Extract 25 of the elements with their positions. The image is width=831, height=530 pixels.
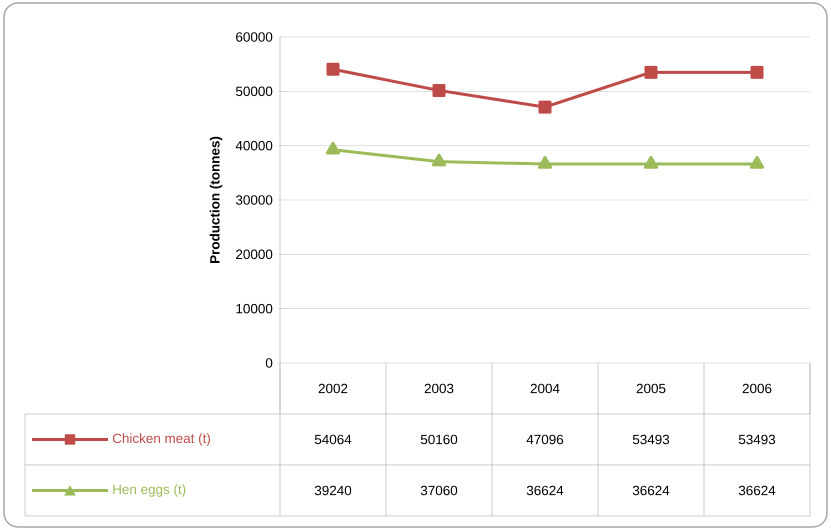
data-label: 39240	[314, 486, 352, 496]
y-tick-label: 30000	[236, 195, 272, 205]
x-tick-label: 2004	[530, 384, 560, 394]
x-tick-label: 2003	[424, 384, 454, 394]
data-label: 36624	[738, 486, 776, 496]
data-label: 36624	[526, 486, 564, 496]
data-label: 50160	[420, 434, 458, 444]
x-tick-label: 2005	[636, 384, 666, 394]
text: Chicken meat (t)	[112, 433, 210, 446]
y-tick-label: 60000	[236, 32, 272, 42]
y-tick-label: 50000	[236, 86, 272, 96]
data-label: 47096	[526, 434, 564, 444]
x-tick-label: 2002	[318, 384, 348, 394]
data-label: 53493	[632, 434, 670, 444]
y-tick-label: 10000	[236, 304, 272, 314]
x-tick-label: 2006	[742, 384, 772, 394]
data-label: 36624	[632, 486, 670, 496]
y-axis-title: Production (tonnes)	[210, 136, 222, 263]
y-tick-label: 20000	[236, 250, 272, 260]
data-label: 53493	[738, 434, 776, 444]
data-label: 54064	[314, 434, 352, 444]
data-label: 37060	[420, 486, 458, 496]
y-tick-label: 40000	[236, 140, 272, 150]
y-tick-label: 0	[266, 358, 272, 368]
text: Hen eggs (t)	[113, 484, 186, 497]
